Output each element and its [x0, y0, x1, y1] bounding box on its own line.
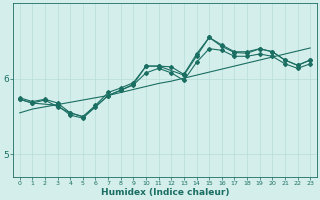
X-axis label: Humidex (Indice chaleur): Humidex (Indice chaleur): [101, 188, 229, 197]
